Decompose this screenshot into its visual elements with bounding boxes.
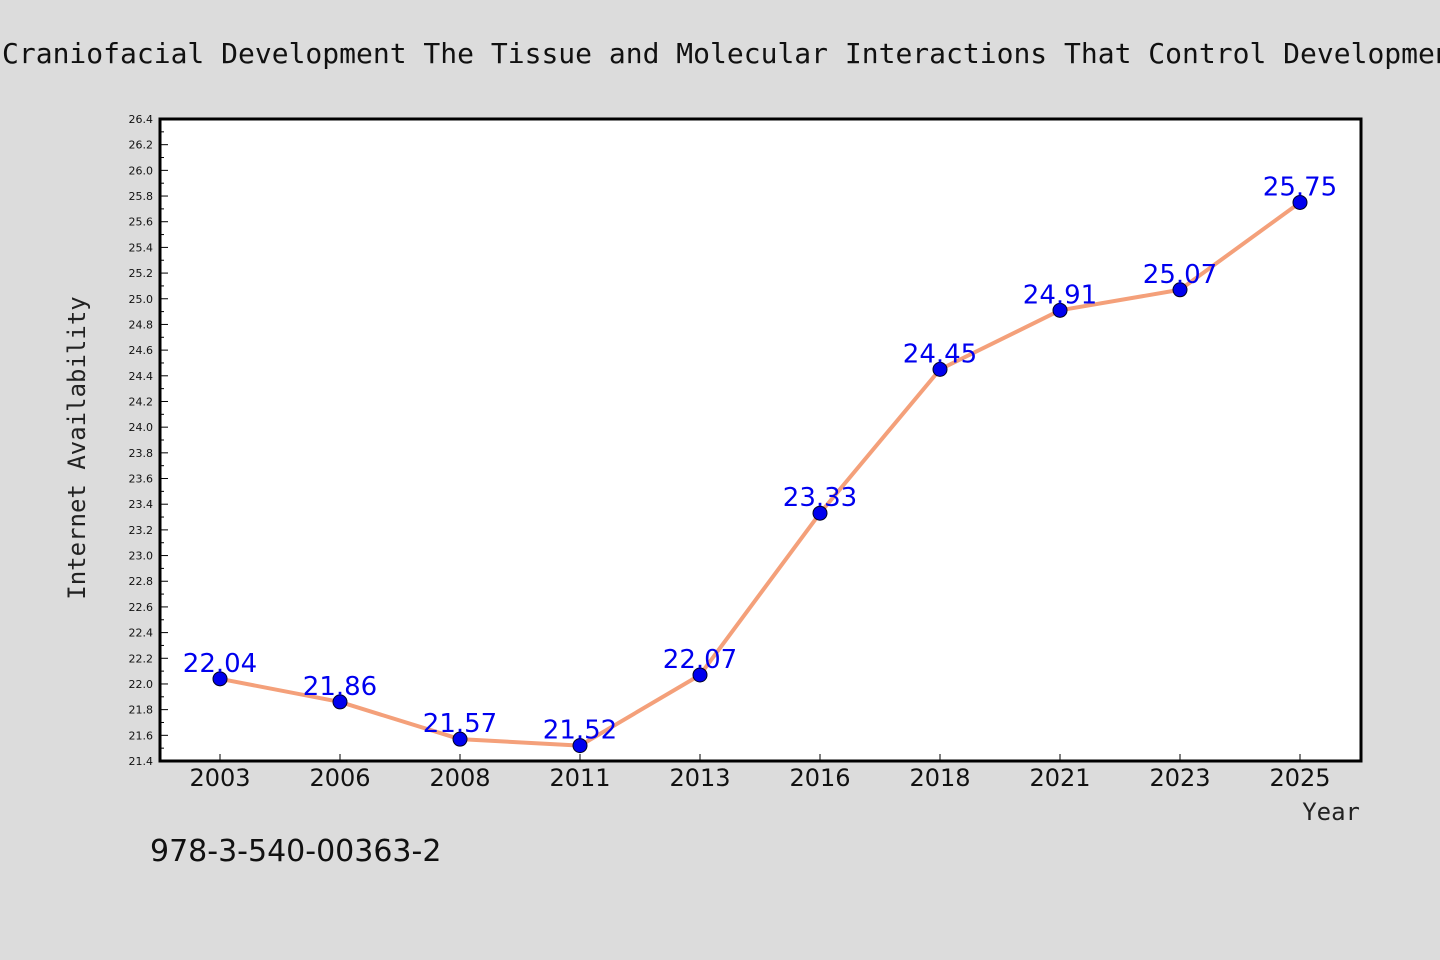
isbn-footnote: 978-3-540-00363-2 xyxy=(150,834,442,869)
data-label: 21.52 xyxy=(543,716,617,746)
y-tick-label: 22.6 xyxy=(129,601,154,614)
x-tick-label: 2025 xyxy=(1269,764,1330,792)
data-point xyxy=(932,361,948,377)
x-tick-label: 2021 xyxy=(1029,764,1090,792)
chart-marks: 21.4 21.6 21.8 22.0 22.2 22.4 22.6 22.8 23.0 23.2… xyxy=(129,113,1363,792)
y-axis-label: Internet Availability xyxy=(63,296,91,599)
data-label: 25.75 xyxy=(1263,172,1337,202)
x-tick-label: 2016 xyxy=(789,764,850,792)
data-label: 21.57 xyxy=(423,709,497,739)
y-tick-label: 26.2 xyxy=(129,139,154,152)
x-tick-label: 2006 xyxy=(309,764,370,792)
y-tick-label: 21.4 xyxy=(129,755,154,768)
y-tick-label: 21.6 xyxy=(129,729,154,742)
y-tick-label: 25.2 xyxy=(129,267,154,280)
data-label: 25.07 xyxy=(1143,260,1217,290)
x-tick-label: 2008 xyxy=(429,764,490,792)
data-point xyxy=(572,738,588,754)
x-tick-label: 2011 xyxy=(549,764,610,792)
y-tick-label: 23.6 xyxy=(129,473,154,486)
data-label: 22.04 xyxy=(183,649,257,679)
data-label: 23.33 xyxy=(783,483,857,513)
y-tick-label: 22.2 xyxy=(129,652,154,665)
y-tick-label: 24.6 xyxy=(129,344,154,357)
data-point xyxy=(212,671,228,687)
y-tick-label: 23.8 xyxy=(129,447,154,460)
y-tick-label: 23.2 xyxy=(129,524,154,537)
y-tick-label: 24.4 xyxy=(129,370,154,383)
data-point xyxy=(452,731,468,747)
plot-frame xyxy=(158,117,1363,763)
y-tick-label: 24.8 xyxy=(129,318,154,331)
y-tick-label: 23.4 xyxy=(129,498,154,511)
series-line xyxy=(218,200,1302,748)
y-tick-label: 25.0 xyxy=(129,293,154,306)
data-label: 21.86 xyxy=(303,672,377,702)
y-tick-label: 24.0 xyxy=(129,421,154,434)
data-point xyxy=(812,505,828,521)
y-tick-label: 24.2 xyxy=(129,395,154,408)
y-tick-label: 26.4 xyxy=(129,113,154,126)
data-point xyxy=(692,667,708,683)
chart-title: Craniofacial Development The Tissue and … xyxy=(2,37,1440,70)
y-tick-label: 26.0 xyxy=(129,164,154,177)
y-tick-label: 21.8 xyxy=(129,704,154,717)
x-axis-label: Year xyxy=(1302,798,1360,826)
data-point xyxy=(1172,282,1188,298)
x-tick-label: 2023 xyxy=(1149,764,1210,792)
data-label: 24.45 xyxy=(903,339,977,369)
y-tick-label: 25.6 xyxy=(129,216,154,229)
x-tick-label: 2003 xyxy=(189,764,250,792)
data-point xyxy=(1292,194,1308,210)
data-point xyxy=(332,694,348,710)
y-tick-label: 22.0 xyxy=(129,678,154,691)
y-tick-label: 22.4 xyxy=(129,627,154,640)
data-label: 22.07 xyxy=(663,645,737,675)
data-label: 24.91 xyxy=(1023,280,1097,310)
x-tick-label: 2013 xyxy=(669,764,730,792)
y-tick-label: 23.0 xyxy=(129,550,154,563)
x-tick-label: 2018 xyxy=(909,764,970,792)
data-point xyxy=(1052,302,1068,318)
plot-area xyxy=(160,119,1361,761)
y-tick-label: 22.8 xyxy=(129,575,154,588)
y-tick-label: 25.8 xyxy=(129,190,154,203)
y-tick-label: 25.4 xyxy=(129,241,154,254)
